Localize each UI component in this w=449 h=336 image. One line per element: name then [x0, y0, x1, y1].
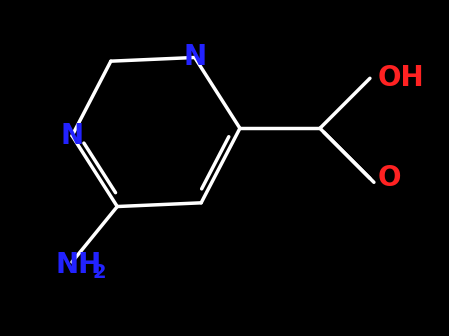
Text: OH: OH [378, 64, 425, 92]
Text: N: N [61, 122, 84, 150]
Text: NH: NH [55, 251, 101, 279]
Text: O: O [378, 164, 401, 192]
Text: 2: 2 [93, 262, 106, 282]
Text: N: N [183, 43, 207, 72]
